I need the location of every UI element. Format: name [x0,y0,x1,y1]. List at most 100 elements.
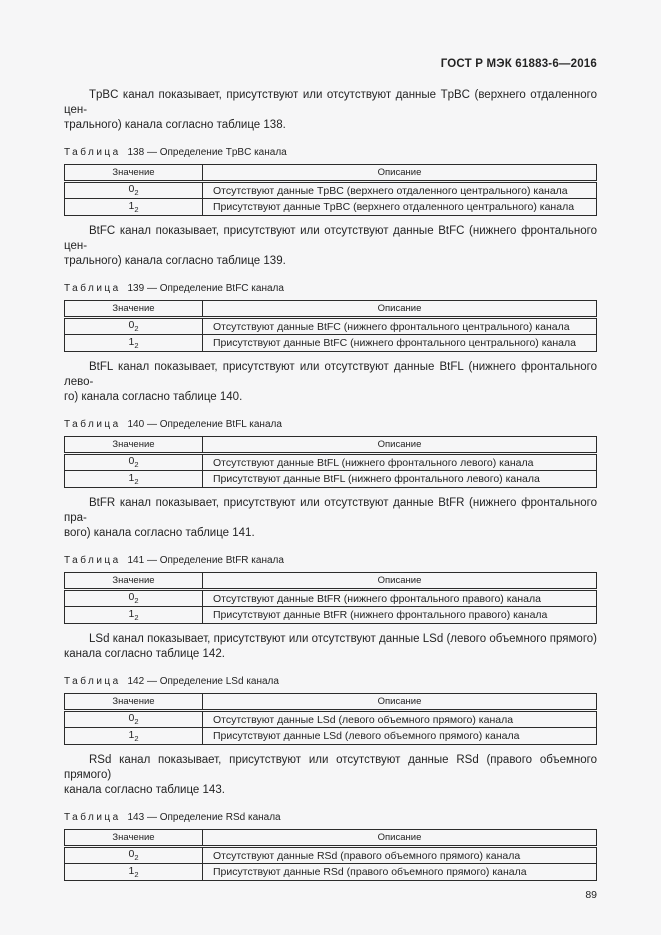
description-cell: Отсутствуют данные BtFR (нижнего фронтал… [202,589,597,607]
channel-section-btfl: BtFL канал показывает, присутствуют или … [64,360,597,488]
subscript: 2 [134,596,139,606]
table-header-row: Значение Описание [64,300,597,319]
subscript: 2 [134,870,139,880]
definition-table: Значение Описание 02 Отсутствуют данные … [64,436,597,488]
table-caption-word: Таблица [64,419,121,430]
definition-table: Значение Описание 02 Отсутствуют данные … [64,572,597,624]
paragraph-line: BtFR канал показывает, присутствуют или … [64,497,597,524]
paragraph-line: BtFC канал показывает, присутствуют или … [64,225,597,252]
table-caption-word: Таблица [64,812,121,823]
column-header-value: Значение [64,693,203,712]
description-cell: Отсутствуют данные RSd (правого объемног… [202,846,597,864]
table-row: 02 Отсутствуют данные TpBC (верхнего отд… [64,181,597,199]
subscript: 2 [134,324,139,334]
paragraph-line: го) канала согласно таблице 140. [64,391,243,403]
table-header-row: Значение Описание [64,436,597,455]
column-header-description: Описание [202,164,597,183]
table-row: 02 Отсутствуют данные BtFC (нижнего фрон… [64,317,597,335]
subscript: 2 [134,717,139,727]
table-row: 12 Присутствуют данные BtFR (нижнего фро… [64,606,597,624]
definition-table: Значение Описание 02 Отсутствуют данные … [64,829,597,881]
column-header-description: Описание [202,300,597,319]
channel-paragraph: BtFR канал показывает, присутствуют или … [64,496,597,541]
paragraph-line: вого) канала согласно таблице 141. [64,527,255,539]
column-header-value: Значение [64,436,203,455]
column-header-value: Значение [64,164,203,183]
column-header-value: Значение [64,829,203,848]
subscript: 2 [134,341,139,351]
channel-paragraph: RSd канал показывает, присутствуют или о… [64,753,597,798]
channel-paragraph: TpBC канал показывает, присутствуют или … [64,88,597,133]
table-row: 02 Отсутствуют данные BtFR (нижнего фрон… [64,589,597,607]
page-number: 89 [585,889,597,901]
description-cell: Отсутствуют данные LSd (левого объемного… [202,710,597,728]
table-caption-text: 138 — Определение TpBC канала [127,147,287,158]
description-cell: Присутствуют данные BtFC (нижнего фронта… [202,334,597,352]
value-cell: 12 [64,470,203,488]
table-caption: Таблица 141 — Определение BtFR канала [64,555,597,567]
table-caption-text: 142 — Определение LSd канала [127,676,279,687]
value-cell: 12 [64,606,203,624]
table-row: 02 Отсутствуют данные LSd (левого объемн… [64,710,597,728]
value-cell: 02 [64,846,203,864]
table-caption-word: Таблица [64,676,121,687]
table-caption: Таблица 140 — Определение BtFL канала [64,419,597,431]
definition-table: Значение Описание 02 Отсутствуют данные … [64,693,597,745]
paragraph-line: TpBC канал показывает, присутствуют или … [64,89,597,116]
page-content: ГОСТ Р МЭК 61883-6—2016 TpBC канал показ… [64,57,597,901]
value-cell: 02 [64,317,203,335]
value-cell: 12 [64,863,203,881]
paragraph-line: RSd канал показывает, присутствуют или о… [64,754,597,781]
subscript: 2 [134,477,139,487]
subscript: 2 [134,205,139,215]
channel-section-tpbc: TpBC канал показывает, присутствуют или … [64,88,597,216]
paragraph-line: трального) канала согласно таблице 138. [64,119,286,131]
value-cell: 02 [64,453,203,471]
table-caption-text: 143 — Определение RSd канала [127,812,281,823]
table-row: 12 Присутствуют данные RSd (правого объе… [64,863,597,881]
table-caption-text: 141 — Определение BtFR канала [127,555,284,566]
column-header-value: Значение [64,572,203,591]
value-cell: 02 [64,589,203,607]
table-caption-word: Таблица [64,555,121,566]
channel-section-btfr: BtFR канал показывает, присутствуют или … [64,496,597,624]
table-row: 12 Присутствуют данные LSd (левого объем… [64,727,597,745]
description-cell: Отсутствуют данные TpBC (верхнего отдале… [202,181,597,199]
column-header-description: Описание [202,829,597,848]
value-cell: 12 [64,334,203,352]
document-number-header: ГОСТ Р МЭК 61883-6—2016 [440,58,597,70]
table-header-row: Значение Описание [64,572,597,591]
subscript: 2 [134,853,139,863]
table-header-row: Значение Описание [64,164,597,183]
table-row: 02 Отсутствуют данные RSd (правого объем… [64,846,597,864]
subscript: 2 [134,613,139,623]
value-cell: 12 [64,727,203,745]
table-caption-text: 139 — Определение BtFC канала [127,283,284,294]
channel-section-btfc: BtFC канал показывает, присутствуют или … [64,224,597,352]
table-caption: Таблица 138 — Определение TpBC канала [64,147,597,159]
table-row: 12 Присутствуют данные BtFC (нижнего фро… [64,334,597,352]
table-caption-text: 140 — Определение BtFL канала [127,419,282,430]
table-caption: Таблица 143 — Определение RSd канала [64,812,597,824]
channel-section-lsd: LSd канал показывает, присутствуют или о… [64,632,597,745]
column-header-value: Значение [64,300,203,319]
column-header-description: Описание [202,693,597,712]
channel-paragraph: BtFC канал показывает, присутствуют или … [64,224,597,269]
channel-paragraph: LSd канал показывает, присутствуют или о… [64,632,597,662]
description-cell: Присутствуют данные BtFL (нижнего фронта… [202,470,597,488]
table-header-row: Значение Описание [64,829,597,848]
definition-table: Значение Описание 02 Отсутствуют данные … [64,164,597,216]
paragraph-line: BtFL канал показывает, присутствуют или … [64,361,597,388]
description-cell: Отсутствуют данные BtFL (нижнего фронтал… [202,453,597,471]
table-caption-word: Таблица [64,147,121,158]
description-cell: Присутствуют данные TpBC (верхнего отдал… [202,198,597,216]
definition-table: Значение Описание 02 Отсутствуют данные … [64,300,597,352]
paragraph-line: трального) канала согласно таблице 139. [64,255,286,267]
value-cell: 02 [64,181,203,199]
description-cell: Присутствуют данные BtFR (нижнего фронта… [202,606,597,624]
subscript: 2 [134,188,139,198]
subscript: 2 [134,460,139,470]
channel-section-rsd: RSd канал показывает, присутствуют или о… [64,753,597,881]
table-header-row: Значение Описание [64,693,597,712]
table-row: 12 Присутствуют данные TpBC (верхнего от… [64,198,597,216]
